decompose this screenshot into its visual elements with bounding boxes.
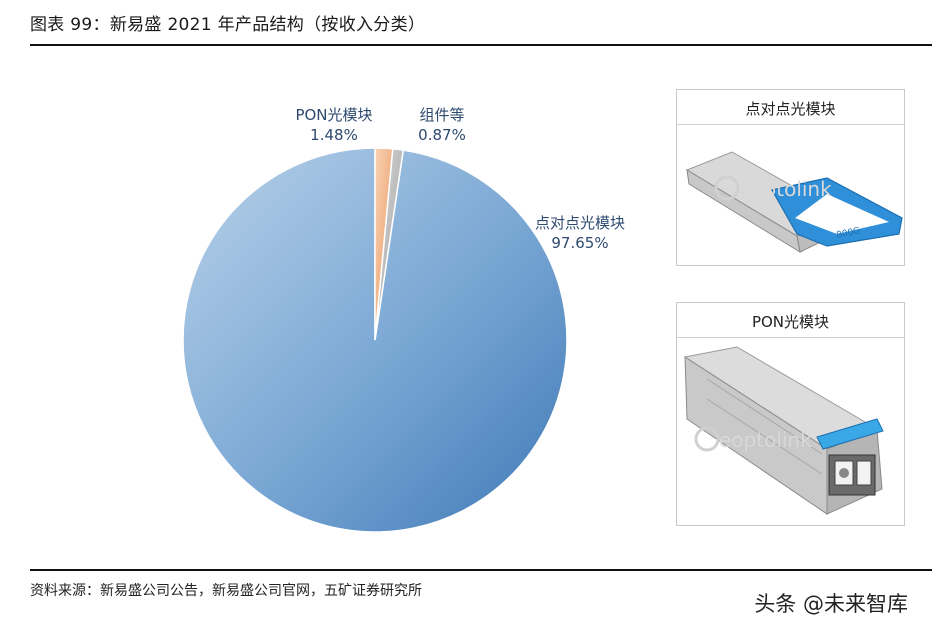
slice-label-value-1: 97.65%	[551, 234, 608, 252]
brand-watermark: eoptolink	[719, 428, 812, 452]
slice-label-name-3: 组件等	[419, 106, 464, 124]
chart-title: 图表 99：新易盛 2021 年产品结构（按收入分类）	[30, 15, 426, 35]
bottom-divider	[30, 569, 932, 571]
pie-chart: 点对点光模块 97.65% PON光模块 1.48% 组件等 0.87%	[182, 106, 625, 533]
slice-label-value-2: 1.48%	[310, 126, 358, 144]
pon-module-image: eoptolink	[683, 346, 884, 515]
top-divider	[30, 44, 932, 46]
pie-slice-3	[374, 148, 405, 341]
panel-divider	[677, 124, 904, 125]
slice-label-name-2: PON光模块	[295, 106, 372, 124]
panel-title: PON光模块	[751, 313, 830, 331]
source-note: 资料来源：新易盛公司公告，新易盛公司官网，五矿证券研究所	[30, 583, 422, 599]
brand-watermark: eoptolink	[739, 177, 832, 201]
panel-p2p-module: 点对点光模块 800G eoptolink	[676, 89, 905, 266]
panel-title: 点对点光模块	[745, 100, 836, 118]
watermark-text: 头条 @未来智库	[754, 592, 908, 616]
panel-divider	[677, 337, 904, 338]
p2p-module-image: 800G eoptolink	[685, 151, 903, 254]
slice-label-value-3: 0.87%	[418, 126, 466, 144]
module-tag: 800G	[836, 226, 862, 241]
panel-pon-module: PON光模块 eoptolink	[676, 302, 905, 526]
slice-label-name-1: 点对点光模块	[535, 214, 625, 232]
